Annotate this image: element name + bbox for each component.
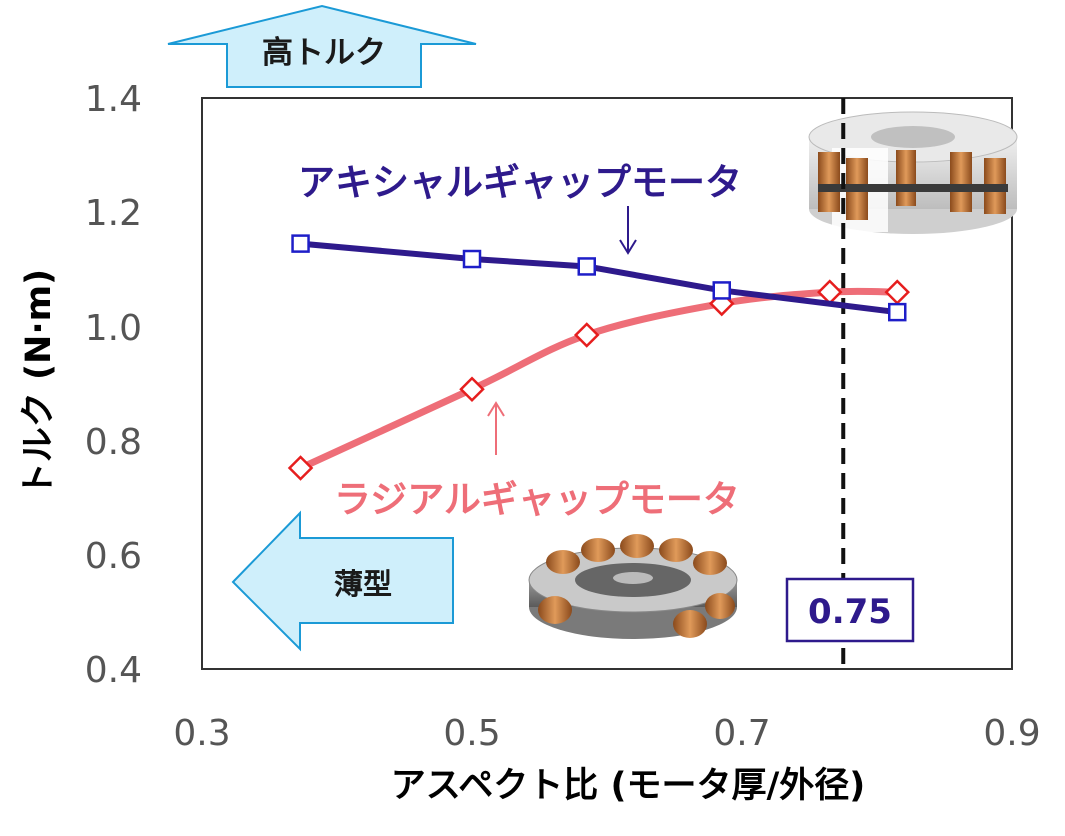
axial-data-point [291,234,310,253]
radial-data-point [573,322,600,348]
x-tick-label: 0.7 [713,713,770,754]
thin-arrow: 薄型 [231,510,454,652]
high-torque-label: 高トルク [262,35,386,71]
x-tick-label: 0.9 [983,713,1040,754]
y-tick-label: 1.4 [85,79,142,120]
x-tick-label: 0.3 [173,713,230,754]
reference-label-box [785,577,915,643]
axial-series-line [300,240,898,316]
x-tick-label: 0.5 [443,713,500,754]
y-tick-label: 1.2 [85,193,142,234]
axial-gap-motor-icon [808,111,1018,234]
axial-data-point [462,249,482,269]
plot-area [201,97,1013,670]
reference-label: 0.75 [808,592,892,632]
radial-pointer-arrow [487,401,505,455]
radial-data-point [884,279,911,305]
radial-data-point [287,455,314,481]
y-axis: 0.4 0.6 0.8 1.0 1.2 1.4 [85,79,142,691]
axial-data-point [888,302,907,322]
y-tick-label: 0.6 [85,536,142,577]
x-axis: 0.3 0.5 0.7 0.9 [173,713,1040,754]
series-layer [287,234,911,481]
radial-gap-motor-icon [528,534,738,639]
axial-series-label: アキシャルギャップモータ [298,161,742,204]
y-tick-label: 0.4 [85,650,142,691]
axial-data-point [577,257,596,276]
axial-data-point [712,281,731,300]
radial-data-point [459,376,485,402]
radial-series-line [299,287,898,472]
x-axis-title: アスペクト比 (モータ厚/外径) [391,766,866,806]
high-torque-arrow: 高トルク [167,4,477,88]
axial-pointer-arrow [619,206,637,255]
y-axis-title: トルク (N·m) [19,269,59,497]
radial-series-label: ラジアルギャップモータ [334,478,740,521]
y-tick-label: 0.8 [85,422,142,463]
thin-label: 薄型 [334,567,392,601]
y-tick-label: 1.0 [85,308,142,349]
